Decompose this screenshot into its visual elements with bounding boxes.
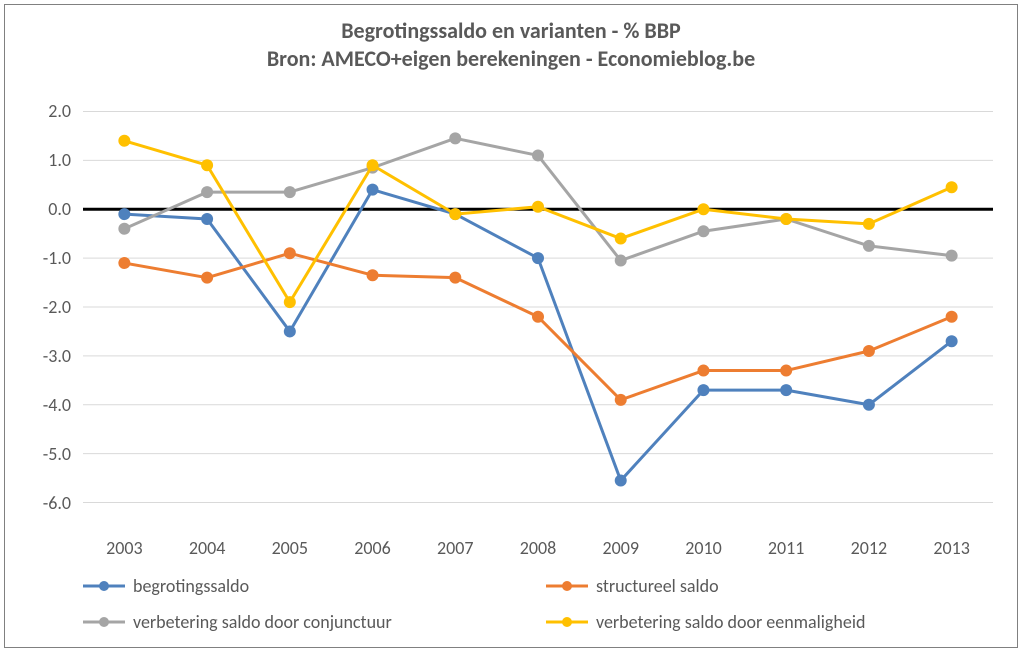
series-marker-verbetering_conjunctuur [118,223,130,235]
x-tick-label: 2012 [851,537,888,559]
series-marker-verbetering_eenmaligheid [118,135,130,147]
series-marker-structureel_saldo [201,272,213,284]
legend-item-verbetering_conjunctuur: verbetering saldo door conjunctuur [83,611,528,633]
x-tick-label: 2003 [106,537,143,559]
chart-title-line1: Begrotingssaldo en varianten - % BBP [5,17,1017,45]
x-tick-label: 2006 [354,537,391,559]
series-marker-begrotingssaldo [946,335,958,347]
series-marker-structureel_saldo [863,345,875,357]
series-marker-verbetering_eenmaligheid [780,213,792,225]
plot-area: 2.01.00.0-1.0-2.0-3.0-4.0-5.0-6.02003200… [83,87,993,527]
series-marker-verbetering_conjunctuur [863,240,875,252]
series-marker-begrotingssaldo [118,208,130,220]
series-marker-begrotingssaldo [284,325,296,337]
legend: begrotingssaldo structureel saldo verbeter… [83,575,991,633]
series-marker-verbetering_conjunctuur [697,225,709,237]
legend-swatch-structureel_saldo [546,578,588,594]
legend-label: structureel saldo [596,575,719,597]
legend-label: verbetering saldo door eenmaligheid [596,611,865,633]
y-tick-label: -6.0 [43,492,71,514]
chart-frame: Begrotingssaldo en varianten - % BBP Bro… [4,4,1018,648]
series-marker-begrotingssaldo [367,184,379,196]
series-marker-verbetering_eenmaligheid [946,181,958,193]
series-marker-verbetering_eenmaligheid [863,218,875,230]
x-tick-label: 2009 [602,537,639,559]
y-tick-label: -4.0 [43,394,71,416]
plot-svg [83,87,993,527]
y-tick-label: 0.0 [48,198,71,220]
series-marker-verbetering_eenmaligheid [284,296,296,308]
series-marker-verbetering_conjunctuur [532,149,544,161]
series-marker-verbetering_conjunctuur [284,186,296,198]
series-marker-structureel_saldo [118,257,130,269]
y-tick-label: 2.0 [48,100,71,122]
y-tick-label: -2.0 [43,296,71,318]
series-line-verbetering_eenmaligheid [124,141,951,302]
series-marker-verbetering_conjunctuur [615,255,627,267]
series-marker-verbetering_eenmaligheid [697,203,709,215]
series-marker-begrotingssaldo [697,384,709,396]
series-marker-structureel_saldo [449,272,461,284]
legend-item-structureel_saldo: structureel saldo [546,575,991,597]
series-marker-structureel_saldo [284,247,296,259]
series-marker-structureel_saldo [946,311,958,323]
series-marker-verbetering_conjunctuur [201,186,213,198]
series-marker-begrotingssaldo [863,399,875,411]
chart-title-line2: Bron: AMECO+eigen berekeningen - Economi… [5,45,1017,73]
series-marker-verbetering_eenmaligheid [367,159,379,171]
x-tick-label: 2013 [933,537,970,559]
series-marker-verbetering_conjunctuur [449,132,461,144]
series-marker-structureel_saldo [367,269,379,281]
legend-swatch-begrotingssaldo [83,578,125,594]
x-tick-label: 2011 [768,537,805,559]
legend-item-begrotingssaldo: begrotingssaldo [83,575,528,597]
series-marker-begrotingssaldo [780,384,792,396]
x-tick-label: 2005 [272,537,309,559]
chart-title-block: Begrotingssaldo en varianten - % BBP Bro… [5,17,1017,72]
series-marker-verbetering_eenmaligheid [615,233,627,245]
legend-label: begrotingssaldo [133,575,249,597]
y-tick-label: -1.0 [43,247,71,269]
x-tick-label: 2004 [189,537,226,559]
x-tick-label: 2010 [685,537,722,559]
y-tick-label: 1.0 [48,149,71,171]
legend-label: verbetering saldo door conjunctuur [133,611,392,633]
series-marker-verbetering_conjunctuur [946,250,958,262]
series-marker-structureel_saldo [697,365,709,377]
series-marker-begrotingssaldo [532,252,544,264]
legend-item-verbetering_eenmaligheid: verbetering saldo door eenmaligheid [546,611,991,633]
legend-swatch-verbetering_eenmaligheid [546,614,588,630]
series-marker-verbetering_eenmaligheid [449,208,461,220]
series-marker-structureel_saldo [532,311,544,323]
series-marker-begrotingssaldo [201,213,213,225]
x-tick-label: 2008 [520,537,557,559]
y-tick-label: -5.0 [43,443,71,465]
series-marker-verbetering_eenmaligheid [201,159,213,171]
series-marker-structureel_saldo [615,394,627,406]
x-tick-label: 2007 [437,537,474,559]
series-marker-structureel_saldo [780,365,792,377]
series-marker-verbetering_eenmaligheid [532,201,544,213]
legend-swatch-verbetering_conjunctuur [83,614,125,630]
y-tick-label: -3.0 [43,345,71,367]
series-marker-begrotingssaldo [615,475,627,487]
